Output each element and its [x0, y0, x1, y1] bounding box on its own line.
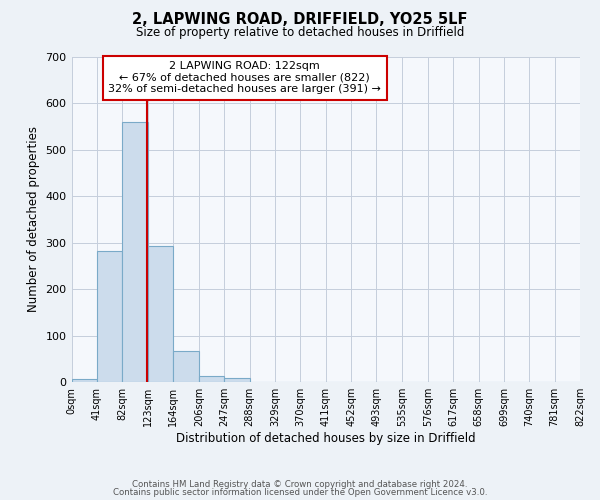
Bar	[173, 350, 199, 382]
X-axis label: Distribution of detached houses by size in Driffield: Distribution of detached houses by size …	[176, 432, 476, 445]
Bar	[148, 246, 173, 382]
Text: Contains public sector information licensed under the Open Government Licence v3: Contains public sector information licen…	[113, 488, 487, 497]
Bar	[199, 376, 224, 382]
Text: Contains HM Land Registry data © Crown copyright and database right 2024.: Contains HM Land Registry data © Crown c…	[132, 480, 468, 489]
Bar	[97, 251, 122, 382]
Bar	[71, 379, 97, 382]
Bar	[122, 122, 148, 382]
Y-axis label: Number of detached properties: Number of detached properties	[27, 126, 40, 312]
Bar	[224, 378, 250, 382]
Text: 2, LAPWING ROAD, DRIFFIELD, YO25 5LF: 2, LAPWING ROAD, DRIFFIELD, YO25 5LF	[132, 12, 468, 28]
Text: Size of property relative to detached houses in Driffield: Size of property relative to detached ho…	[136, 26, 464, 39]
Text: 2 LAPWING ROAD: 122sqm
← 67% of detached houses are smaller (822)
32% of semi-de: 2 LAPWING ROAD: 122sqm ← 67% of detached…	[109, 61, 381, 94]
